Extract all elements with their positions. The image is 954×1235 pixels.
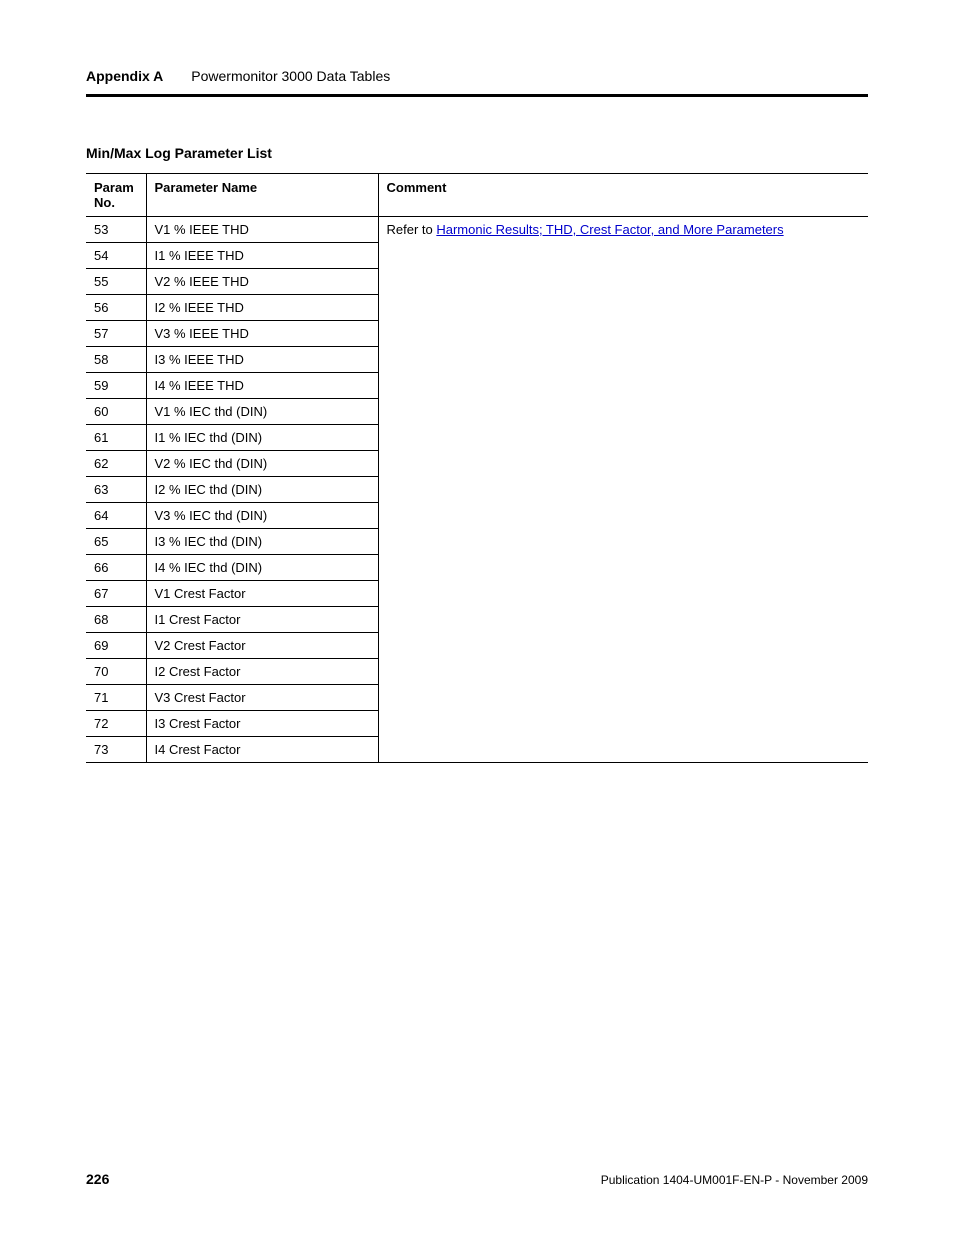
publication-info: Publication 1404-UM001F-EN-P - November …: [601, 1173, 868, 1187]
param-no-cell: 68: [86, 607, 146, 633]
param-no-cell: 62: [86, 451, 146, 477]
comment-link[interactable]: Harmonic Results; THD, Crest Factor, and…: [436, 222, 783, 237]
param-name-cell: I3 % IEC thd (DIN): [146, 529, 378, 555]
param-name-cell: V3 Crest Factor: [146, 685, 378, 711]
param-name-cell: I3 Crest Factor: [146, 711, 378, 737]
param-name-cell: V2 % IEEE THD: [146, 269, 378, 295]
param-name-cell: V1 Crest Factor: [146, 581, 378, 607]
param-name-cell: I1 Crest Factor: [146, 607, 378, 633]
param-no-cell: 54: [86, 243, 146, 269]
param-no-cell: 60: [86, 399, 146, 425]
param-name-cell: I1 % IEC thd (DIN): [146, 425, 378, 451]
param-no-cell: 65: [86, 529, 146, 555]
param-name-cell: I2 % IEC thd (DIN): [146, 477, 378, 503]
param-name-cell: I1 % IEEE THD: [146, 243, 378, 269]
param-no-cell: 63: [86, 477, 146, 503]
param-no-cell: 70: [86, 659, 146, 685]
column-header-param-name: Parameter Name: [146, 174, 378, 217]
document-title: Powermonitor 3000 Data Tables: [191, 68, 390, 84]
param-no-cell: 57: [86, 321, 146, 347]
param-name-cell: V2 % IEC thd (DIN): [146, 451, 378, 477]
param-name-cell: I3 % IEEE THD: [146, 347, 378, 373]
param-no-cell: 61: [86, 425, 146, 451]
column-header-param-no: Param No.: [86, 174, 146, 217]
param-no-cell: 73: [86, 737, 146, 763]
param-name-cell: I2 % IEEE THD: [146, 295, 378, 321]
param-no-cell: 72: [86, 711, 146, 737]
comment-cell: Refer to Harmonic Results; THD, Crest Fa…: [378, 217, 868, 763]
table-row: 53 V1 % IEEE THD Refer to Harmonic Resul…: [86, 217, 868, 243]
param-no-cell: 71: [86, 685, 146, 711]
param-name-cell: I4 Crest Factor: [146, 737, 378, 763]
param-name-cell: V1 % IEC thd (DIN): [146, 399, 378, 425]
param-no-cell: 67: [86, 581, 146, 607]
param-no-cell: 64: [86, 503, 146, 529]
page-footer: 226 Publication 1404-UM001F-EN-P - Novem…: [86, 1171, 868, 1187]
comment-prefix: Refer to: [387, 222, 437, 237]
parameter-table: Param No. Parameter Name Comment 53 V1 %…: [86, 173, 868, 763]
appendix-label: Appendix A: [86, 68, 163, 84]
param-no-cell: 66: [86, 555, 146, 581]
param-name-cell: V2 Crest Factor: [146, 633, 378, 659]
param-name-cell: I4 % IEC thd (DIN): [146, 555, 378, 581]
param-name-cell: V1 % IEEE THD: [146, 217, 378, 243]
param-no-cell: 59: [86, 373, 146, 399]
param-name-cell: I2 Crest Factor: [146, 659, 378, 685]
page-number: 226: [86, 1171, 109, 1187]
table-header-row: Param No. Parameter Name Comment: [86, 174, 868, 217]
param-name-cell: V3 % IEEE THD: [146, 321, 378, 347]
param-no-cell: 58: [86, 347, 146, 373]
param-no-cell: 69: [86, 633, 146, 659]
param-no-cell: 53: [86, 217, 146, 243]
param-no-cell: 55: [86, 269, 146, 295]
param-name-cell: I4 % IEEE THD: [146, 373, 378, 399]
section-title: Min/Max Log Parameter List: [86, 145, 868, 161]
column-header-comment: Comment: [378, 174, 868, 217]
param-no-cell: 56: [86, 295, 146, 321]
page-header: Appendix A Powermonitor 3000 Data Tables: [86, 68, 868, 97]
param-name-cell: V3 % IEC thd (DIN): [146, 503, 378, 529]
